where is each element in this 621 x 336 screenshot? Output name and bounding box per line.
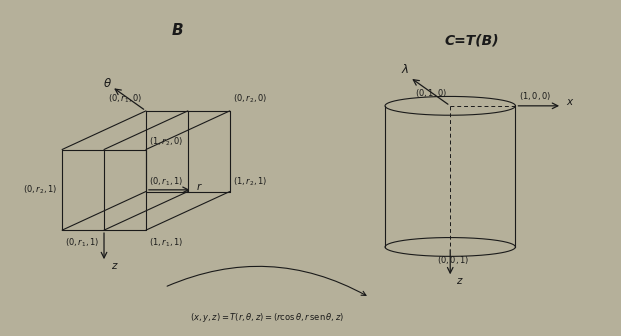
Text: $\lambda$: $\lambda$ bbox=[401, 64, 409, 76]
Text: $(0,r_1,1)$: $(0,r_1,1)$ bbox=[65, 236, 100, 249]
Text: z: z bbox=[456, 276, 462, 286]
Text: z: z bbox=[112, 261, 117, 271]
Text: B: B bbox=[171, 23, 183, 38]
Text: $(1,r_1,1)$: $(1,r_1,1)$ bbox=[149, 236, 184, 249]
Text: x: x bbox=[566, 97, 573, 108]
Text: $(1,0,0)$: $(1,0,0)$ bbox=[519, 90, 551, 102]
Text: $(0,r_2,0)$: $(0,r_2,0)$ bbox=[233, 92, 268, 105]
Text: $(0,r_1,0)$: $(0,r_1,0)$ bbox=[108, 92, 143, 105]
Text: $\theta$: $\theta$ bbox=[103, 77, 112, 90]
Text: $(0,r_2,1)$: $(0,r_2,1)$ bbox=[22, 183, 57, 196]
Text: $(0,r_1,1)$: $(0,r_1,1)$ bbox=[149, 176, 184, 188]
Text: $(1,r_2,1)$: $(1,r_2,1)$ bbox=[233, 176, 268, 188]
Text: C=T(B): C=T(B) bbox=[445, 33, 499, 47]
Text: r: r bbox=[197, 182, 201, 192]
Text: $(x,y,z)=T(r,\theta,z)=(r\cos\theta,r\,\mathrm{sen}\,\theta,z)$: $(x,y,z)=T(r,\theta,z)=(r\cos\theta,r\,\… bbox=[190, 311, 344, 324]
FancyArrowPatch shape bbox=[167, 266, 366, 295]
Text: $(1,r_2,0)$: $(1,r_2,0)$ bbox=[149, 135, 184, 148]
Text: $(0,1,0)$: $(0,1,0)$ bbox=[415, 87, 447, 99]
Text: $(0,0,1)$: $(0,0,1)$ bbox=[437, 254, 469, 266]
